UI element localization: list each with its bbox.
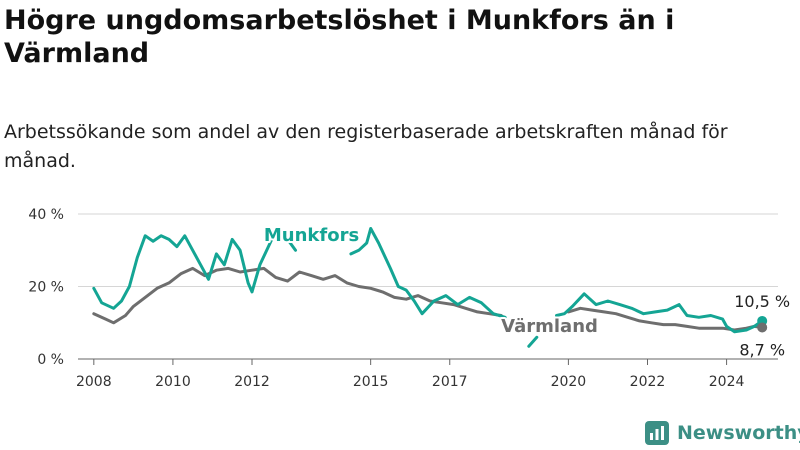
x-tick-label: 2024 (709, 374, 745, 390)
x-tick-label: 2017 (432, 374, 468, 390)
y-tick-label: 0 % (37, 352, 64, 368)
y-tick-label: 20 % (28, 280, 64, 296)
y-tick-label: 40 % (28, 207, 64, 223)
chart-title: Högre ungdomsarbetslöshet i Munkfors än … (4, 5, 675, 69)
x-tick-label: 2022 (630, 374, 666, 390)
brand-logo: Newsworthy (645, 420, 800, 446)
x-tick-label: 2008 (76, 374, 112, 390)
series-label-munkfors: Munkfors (264, 225, 359, 246)
brand-name: Newsworthy (677, 422, 800, 444)
x-tick-label: 2012 (234, 374, 270, 390)
bar-chart-logo-icon (645, 421, 669, 445)
x-tick-label: 2020 (551, 374, 587, 390)
series-label-värmland: Värmland (501, 316, 598, 337)
series-end-label-munkfors: 10,5 % (734, 292, 790, 311)
chart-subtitle: Arbetssökande som andel av den registerb… (4, 121, 728, 172)
x-tick-label: 2010 (155, 374, 191, 390)
line-chart: 0 % 20 % 40 % 2008 2010 2012 2015 2017 2020 2022 2… (28, 207, 790, 390)
x-tick-label: 2015 (353, 374, 389, 390)
series-line-värmland (92, 266, 764, 332)
series-end-label-värmland: 8,7 % (739, 340, 785, 359)
series-line-munkfors (92, 227, 764, 348)
series-end-point-värmland (757, 322, 768, 333)
